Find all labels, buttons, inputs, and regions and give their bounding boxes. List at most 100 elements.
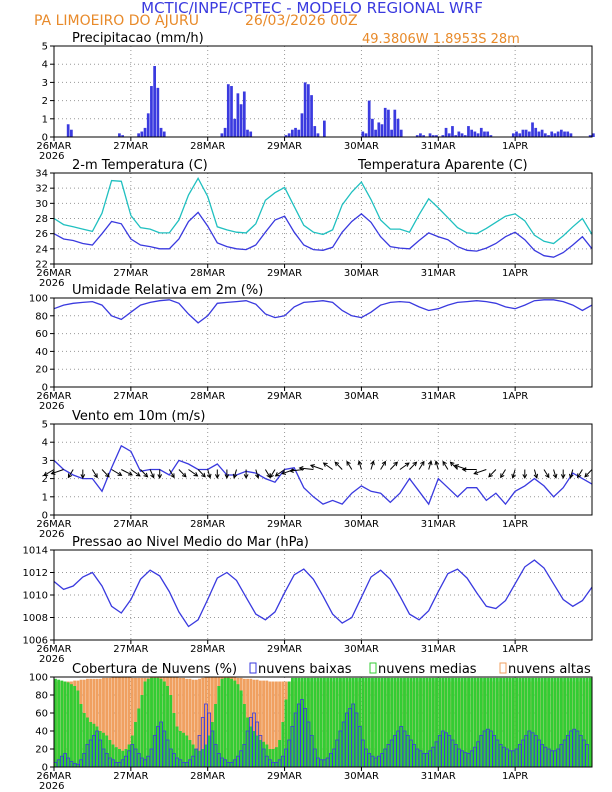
- x-tick-label: 27MAR: [113, 644, 148, 655]
- x-tick-label: 29MAR: [267, 771, 302, 782]
- cloud-mid-bar: [569, 677, 573, 767]
- y-tick-label: 2: [42, 96, 48, 107]
- precip-bar: [473, 131, 477, 137]
- wind-vector: [197, 469, 206, 478]
- precip-bar: [550, 131, 554, 137]
- panel-6: 0 20 40 60 80 100 26MAR 27MAR 28MAR 29MAR 30MAR 31M…: [29, 662, 593, 792]
- cloud-mid-bar: [326, 677, 330, 767]
- precip-bar: [460, 133, 464, 137]
- cloud-high-bar: [265, 680, 269, 767]
- wind-vector-head: [281, 470, 287, 475]
- cloud-mid-bar: [217, 686, 221, 767]
- cloud-mid-bar: [335, 677, 339, 767]
- cloud-mid-bar: [287, 681, 291, 767]
- cloud-mid-bar: [242, 704, 246, 767]
- cloud-mid-bar: [454, 677, 458, 767]
- cloud-mid-bar: [262, 741, 266, 767]
- cloud-mid-bar: [371, 677, 374, 767]
- wind-vector: [281, 469, 295, 475]
- wind-vector: [255, 469, 259, 478]
- cloud-mid-bar: [188, 740, 192, 767]
- wind-vector: [435, 461, 439, 470]
- cloud-mid-bar: [124, 749, 128, 767]
- y-tick-label: 60: [35, 329, 48, 340]
- precip-bar: [140, 131, 144, 137]
- wind-vector-head: [309, 464, 315, 469]
- precip-bar: [220, 133, 224, 137]
- cloud-high-bar: [201, 677, 205, 767]
- cloud-mid-bar: [63, 681, 67, 767]
- cloud-mid-bar: [521, 677, 525, 767]
- precip-bar: [588, 135, 592, 137]
- cloud-high-bar: [108, 677, 112, 767]
- wind-vector: [553, 469, 557, 478]
- precip-bar: [383, 107, 387, 137]
- cloud-mid-bar: [438, 677, 442, 767]
- wind-vector: [310, 464, 324, 470]
- cloud-mid-bar: [390, 677, 394, 767]
- precip-bar: [290, 129, 294, 137]
- cloud-mid-bar: [249, 726, 253, 767]
- x-tick-label: 28MAR: [190, 644, 225, 655]
- y-tick-label: 34: [35, 169, 48, 180]
- cloud-high-bar: [188, 678, 192, 767]
- panel-5: 1006 1008 1010 1012 1014 26MAR 27MAR 28MAR 29MAR…: [23, 535, 593, 665]
- y-tick-label: 1: [42, 114, 48, 125]
- precip-bar: [239, 104, 243, 137]
- x-tick-label: 29MAR: [267, 141, 302, 152]
- wind-vector-head: [269, 473, 274, 479]
- y-tick-label: 30: [35, 199, 48, 210]
- y-tick-label: 1: [42, 492, 48, 503]
- legend-swatch: [249, 662, 257, 674]
- cloud-mid-bar: [297, 677, 301, 767]
- y-tick-label: 40: [35, 727, 48, 738]
- cloud-mid-bar: [364, 677, 368, 767]
- cloud-mid-bar: [534, 677, 538, 767]
- cloud-high-bar: [274, 681, 278, 767]
- precip-bar: [428, 133, 432, 137]
- precip-bar: [547, 135, 550, 137]
- cloud-mid-bar: [226, 677, 230, 767]
- cloud-mid-bar: [441, 677, 445, 767]
- precip-bar: [137, 133, 140, 137]
- y-tick-label: 60: [35, 709, 48, 720]
- wind-vector-head: [288, 468, 294, 473]
- wind-vector: [168, 469, 175, 478]
- cloud-high-bar: [118, 677, 121, 767]
- precip-bar: [316, 133, 320, 137]
- cloud-mid-bar: [258, 740, 262, 767]
- x-tick-label: 31MAR: [421, 644, 456, 655]
- x-tick-label: 31MAR: [421, 391, 456, 402]
- x-tick-label: 30MAR: [344, 644, 379, 655]
- precip-bar: [226, 84, 230, 137]
- y-tick-label: 1012: [23, 568, 48, 579]
- wind-vector-head: [67, 473, 73, 479]
- y-tick-label: 2: [42, 474, 48, 485]
- cloud-mid-bar: [284, 699, 288, 767]
- wind-vector: [409, 461, 417, 470]
- cloud-mid-bar: [134, 722, 137, 767]
- cloud-mid-bar: [556, 677, 560, 767]
- precip-bar: [553, 133, 557, 137]
- wind-vector: [121, 469, 133, 476]
- wind-vector-head: [584, 472, 589, 478]
- cloud-mid-bar: [252, 731, 256, 767]
- cloud-mid-bar: [319, 677, 323, 767]
- pressure-line: [53, 559, 593, 628]
- x-tick-label: 26MAR: [36, 268, 71, 279]
- precip-bar: [287, 133, 291, 137]
- cloud-high-bar: [121, 677, 125, 767]
- wind-vector: [299, 467, 314, 470]
- y-tick-label: 80: [35, 311, 48, 322]
- precip-bar: [242, 91, 246, 137]
- cloud-mid-bar: [351, 677, 355, 767]
- location-title: PA LIMOEIRO DO AJURU: [34, 13, 199, 29]
- precip-bar: [323, 120, 326, 137]
- wind-vector: [399, 462, 410, 470]
- x-tick-label: 29MAR: [267, 519, 302, 530]
- x-tick-label: 28MAR: [190, 141, 225, 152]
- humidity-line: [53, 299, 593, 324]
- cloud-mid-bar: [255, 735, 259, 767]
- precip-bar: [230, 86, 233, 137]
- cloud-mid-bar: [198, 750, 201, 767]
